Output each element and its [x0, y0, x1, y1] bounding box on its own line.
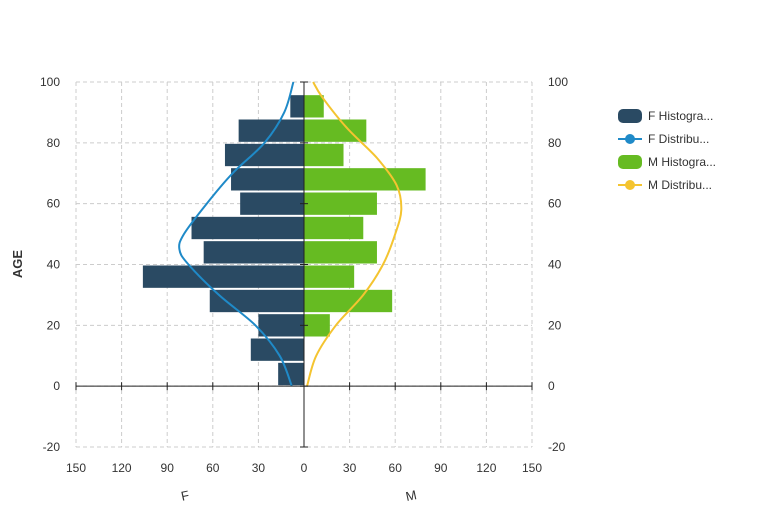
bar-m: [304, 314, 330, 337]
bar-f: [191, 216, 304, 240]
legend-label: M Distribu...: [648, 178, 712, 192]
bar-m: [304, 241, 377, 264]
tick-labels: -20 -20 0 0 20 20 40 40 60 60 80 80 100 100 150 120 90 60…: [40, 75, 568, 475]
y-tick-label-right: 40: [548, 258, 562, 272]
y-axis-title: AGE: [10, 250, 25, 279]
x-tick-label: 150: [66, 461, 86, 475]
y-tick-label-right: 80: [548, 136, 562, 150]
y-tick-label-left: 60: [47, 197, 61, 211]
legend-swatch-bar: [618, 155, 642, 169]
bar-f: [142, 265, 304, 288]
bar-f: [240, 192, 304, 215]
bar-m: [304, 289, 393, 313]
bar-f: [224, 143, 304, 167]
x-tick-label: 30: [252, 461, 266, 475]
bar-f: [203, 241, 304, 264]
legend: F Histogra... F Distribu... M Histogra... M…: [618, 109, 716, 192]
x-tick-label: 0: [301, 461, 308, 475]
x-tick-label: 90: [434, 461, 448, 475]
bar-m: [304, 95, 324, 118]
x-axis-label-left: F: [180, 487, 191, 503]
x-tick-label: 120: [112, 461, 132, 475]
y-tick-label-right: -20: [548, 440, 566, 454]
bar-f: [290, 95, 304, 118]
distribution-lines: [178, 81, 403, 387]
bar-m: [304, 119, 367, 142]
y-tick-label-left: 100: [40, 75, 60, 89]
bar-m: [304, 168, 426, 191]
legend-swatch-marker: [625, 134, 635, 144]
legend-label: M Histogra...: [648, 155, 716, 169]
legend-swatch-marker: [625, 180, 635, 190]
y-tick-label-right: 60: [548, 197, 562, 211]
bar-f: [209, 289, 304, 313]
line-m-distribution: [306, 81, 403, 387]
x-tick-label: 30: [343, 461, 357, 475]
axes: [75, 81, 533, 448]
x-tick-label: 60: [389, 461, 403, 475]
y-tick-label-right: 20: [548, 318, 562, 332]
bar-f: [250, 338, 304, 361]
bar-f: [258, 314, 304, 337]
y-tick-label-right: 100: [548, 75, 568, 89]
y-tick-label-left: 0: [53, 379, 60, 393]
bar-m: [304, 216, 364, 240]
y-tick-label-left: -20: [43, 440, 61, 454]
y-tick-label-left: 40: [47, 258, 61, 272]
y-tick-label-right: 0: [548, 379, 555, 393]
x-tick-label: 150: [522, 461, 542, 475]
y-tick-label-left: 80: [47, 136, 61, 150]
x-tick-label: 120: [476, 461, 496, 475]
legend-label: F Distribu...: [648, 132, 709, 146]
x-axis-label-right: M: [404, 487, 418, 504]
bar-f: [231, 168, 304, 191]
x-tick-label: 90: [161, 461, 175, 475]
y-tick-label-left: 20: [47, 318, 61, 332]
bar-m: [304, 143, 344, 167]
x-tick-label: 60: [206, 461, 220, 475]
legend-label: F Histogra...: [648, 109, 713, 123]
bar-f: [238, 119, 304, 142]
bar-m: [304, 265, 355, 288]
legend-swatch-bar: [618, 109, 642, 123]
bar-m: [304, 192, 377, 215]
line-f-distribution: [178, 81, 295, 387]
histogram-bars: [142, 95, 426, 386]
